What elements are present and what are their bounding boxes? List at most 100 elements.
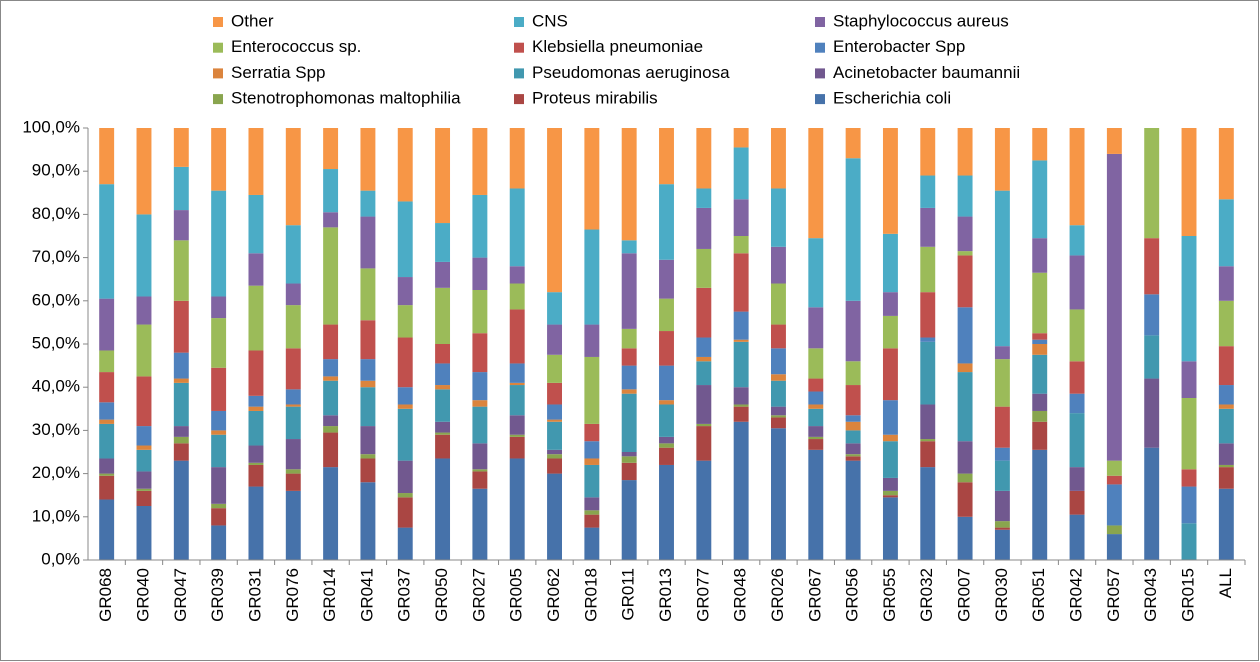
bar-segment — [472, 488, 488, 560]
bar-segment — [435, 421, 451, 433]
bar-segment — [882, 128, 898, 234]
bar-segment — [659, 443, 674, 448]
legend-label: Stenotrophomonas maltophilia — [231, 89, 461, 108]
bar-segment — [771, 380, 786, 407]
bar-segment — [211, 410, 227, 431]
bar-segment — [845, 158, 861, 301]
bar-segment — [248, 194, 264, 254]
bar-segment — [1032, 238, 1048, 273]
bar-segment — [248, 350, 264, 396]
bar-segment — [136, 426, 152, 446]
bar-segment — [1218, 385, 1234, 405]
bar-segment — [621, 452, 637, 457]
bar-segment — [1218, 443, 1234, 465]
bar-segment — [1144, 294, 1160, 336]
x-tick-label: ALL — [1216, 568, 1235, 598]
bar-segment — [920, 404, 936, 440]
bar-segment — [248, 464, 264, 487]
bar-segment — [1218, 128, 1234, 200]
bar-segment — [808, 439, 824, 450]
bar-segment — [621, 393, 637, 452]
bar-segment — [173, 128, 189, 167]
bar-segment — [659, 259, 674, 299]
bar-segment — [248, 253, 264, 286]
bar-segment — [1218, 300, 1234, 347]
bar-segment — [360, 268, 376, 321]
bar-segment — [621, 240, 637, 254]
bar-segment — [509, 434, 525, 437]
bar-segment — [1181, 486, 1197, 524]
bar-segment — [397, 128, 413, 202]
bar-segment — [584, 229, 600, 325]
bar-segment — [696, 361, 712, 386]
bar-segment — [1181, 361, 1197, 398]
bar-segment — [285, 283, 301, 306]
bar-segment — [547, 473, 562, 560]
bar-segment — [584, 497, 600, 511]
bar-segment — [994, 460, 1010, 491]
bar-segment — [584, 441, 600, 459]
bar-segment — [808, 404, 824, 409]
bar-segment — [99, 128, 115, 185]
bar-segment — [920, 128, 936, 176]
bar-segment — [136, 296, 152, 325]
bar-segment — [435, 287, 451, 344]
bar-segment — [659, 436, 674, 444]
bar-segment — [1069, 514, 1085, 560]
bar-segment — [882, 292, 898, 316]
bar-segment — [845, 460, 861, 560]
bar-segment — [397, 493, 413, 498]
bar-segment — [435, 389, 451, 422]
bar-segment — [285, 469, 301, 474]
bar-segment — [994, 128, 1010, 191]
bar-segment — [1069, 361, 1085, 394]
bar-segment — [397, 305, 413, 338]
bar-segment — [136, 488, 152, 491]
bar-segment — [584, 510, 600, 515]
bar-segment — [323, 380, 339, 416]
bar-segment — [733, 311, 749, 340]
bar-segment — [957, 175, 973, 217]
bar-segment — [584, 458, 600, 465]
bar-segment — [136, 128, 152, 215]
bar-segment — [957, 128, 973, 176]
bar-segment — [1032, 354, 1048, 394]
x-tick-label: GR050 — [432, 568, 451, 622]
bar-segment — [994, 346, 1010, 360]
bar-segment — [509, 188, 525, 267]
x-tick-label: GR055 — [880, 568, 899, 622]
x-tick-label: GR027 — [469, 568, 488, 622]
bar-segment — [1069, 225, 1085, 256]
bar-segment — [621, 456, 637, 463]
bar-segment — [659, 447, 674, 465]
bar-segment — [99, 499, 115, 560]
bar-segment — [211, 296, 227, 319]
bar-segment — [1069, 393, 1085, 414]
bar-segment — [584, 514, 600, 528]
bar-segment — [248, 486, 264, 560]
bar-segment — [771, 415, 786, 418]
bar-segment — [808, 348, 824, 379]
y-tick-label: 70,0% — [32, 247, 80, 266]
bar-segment — [882, 441, 898, 478]
bar-segment — [285, 389, 301, 405]
bar-segment — [696, 423, 712, 427]
bar-segment — [1069, 413, 1085, 468]
y-tick-label: 80,0% — [32, 204, 80, 223]
bar-segment — [882, 233, 898, 293]
bar-segment — [323, 432, 339, 468]
bar-segment — [957, 255, 973, 308]
bar-segment — [472, 400, 488, 407]
bar-segment — [1069, 255, 1085, 310]
bar-segment — [696, 188, 712, 208]
legend-label: Proteus mirabilis — [532, 89, 658, 108]
bar-segment — [99, 184, 115, 299]
bar-segment — [435, 458, 451, 560]
bar-segment — [994, 359, 1010, 407]
bar-segment — [696, 385, 712, 424]
bar-segment — [1032, 272, 1048, 334]
bar-segment — [733, 253, 749, 312]
bar-segment — [1106, 460, 1122, 476]
bar-segment — [845, 128, 861, 159]
y-tick-label: 100,0% — [22, 117, 80, 136]
